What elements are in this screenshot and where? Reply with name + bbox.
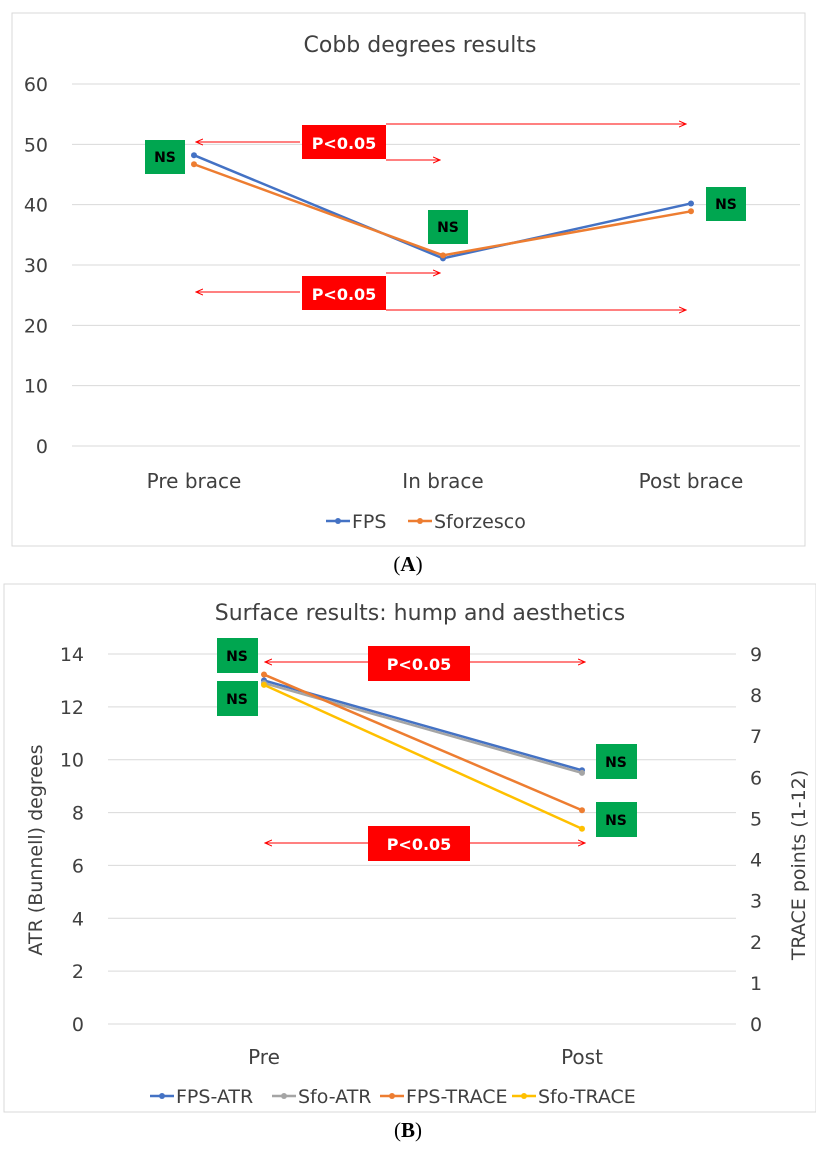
chart-b-y-tick-label: 12 xyxy=(60,697,84,719)
chart-a-y-tick-label: 40 xyxy=(24,195,48,217)
chart-b-y2-tick-label: 6 xyxy=(750,767,762,789)
svg-text:NS: NS xyxy=(605,755,627,771)
chart-a-point-sforzesco xyxy=(191,161,197,168)
chart-b-point-sfo-trace xyxy=(579,825,585,832)
chart-a-legend-label: Sforzesco xyxy=(434,511,526,533)
chart-b-legend-marker xyxy=(281,1093,287,1099)
chart-a-point-fps xyxy=(688,200,694,207)
chart-b-series-line-fps-trace xyxy=(263,673,583,812)
chart-b-y2-tick-label: 3 xyxy=(750,891,762,913)
chart-b-y-tick-label: 4 xyxy=(72,908,84,930)
chart-b-significance-arrows xyxy=(265,662,585,843)
svg-text:NS: NS xyxy=(226,692,248,708)
chart-b-point-fps-trace xyxy=(261,671,267,678)
svg-text:NS: NS xyxy=(437,220,459,236)
chart-a-frame xyxy=(11,12,806,547)
chart-b-point-fps-trace xyxy=(579,807,585,814)
chart-b-y-tick-label: 8 xyxy=(72,803,84,825)
chart-a-legend-label: FPS xyxy=(352,511,386,533)
chart-b-y2-axis-label: TRACE points (1-12) xyxy=(788,770,810,961)
chart-b-y-axis-label: ATR (Bunnell) degrees xyxy=(25,744,47,955)
chart-a-ns-label-in: NS xyxy=(428,210,468,244)
chart-b-y-tick-label: 14 xyxy=(60,644,84,666)
chart-b-y2-tick-label: 4 xyxy=(750,850,762,872)
chart-b-y2-tick-label: 9 xyxy=(750,644,762,666)
chart-a-y-tick-label: 0 xyxy=(36,436,48,458)
chart-a-ns-label-pre: NS xyxy=(145,140,185,174)
chart-a-x-tick-label: Post brace xyxy=(639,469,744,493)
chart-b-point-sfo-trace xyxy=(261,681,267,688)
chart-b-legend-marker xyxy=(389,1093,395,1099)
chart-a-x-tick-label: Pre brace xyxy=(147,469,242,493)
chart-a-point-sforzesco xyxy=(688,208,694,215)
chart-a-y-tick-label: 50 xyxy=(24,134,48,156)
chart-b-title: Surface results: hump and aesthetics xyxy=(215,601,625,626)
chart-b-y-tick-label: 0 xyxy=(72,1014,84,1036)
chart-b-y-tick-label: 2 xyxy=(72,961,84,983)
chart-a-y-tick-label: 10 xyxy=(24,376,48,398)
caption-a: (A) xyxy=(393,552,423,576)
svg-text:P<0.05: P<0.05 xyxy=(312,285,377,304)
chart-b-y-tick-label: 6 xyxy=(72,855,84,877)
chart-a-significance-arrows-bottom xyxy=(196,273,686,310)
chart-b-ns-label-post-bottom: NS xyxy=(596,802,637,837)
chart-b-y-tick-label: 10 xyxy=(60,750,84,772)
chart-a-x-tick-label: In brace xyxy=(402,469,483,493)
chart-b-pvalue-label-bottom: P<0.05 xyxy=(368,826,470,861)
chart-b-point-sfo-atr xyxy=(579,769,585,776)
chart-b-pvalue-label-top: P<0.05 xyxy=(368,646,470,681)
chart-a-legend-marker xyxy=(417,518,423,524)
chart-a-ns-label-post: NS xyxy=(706,187,746,221)
chart-b-series-line-fps-atr xyxy=(263,679,583,772)
chart-b-legend-marker xyxy=(159,1093,165,1099)
chart-b-legend-label: FPS-ATR xyxy=(176,1086,253,1108)
chart-b-ns-label-pre-bottom: NS xyxy=(217,681,258,716)
chart-b-legend-label: Sfo-TRACE xyxy=(538,1086,636,1108)
svg-text:NS: NS xyxy=(605,813,627,829)
chart-a-legend-marker xyxy=(335,518,341,524)
chart-b-y2-tick-label: 8 xyxy=(750,685,762,707)
chart-a-point-fps xyxy=(191,152,197,159)
chart-a-pvalue-label-top: P<0.05 xyxy=(302,125,386,159)
chart-a-pvalue-label-bottom: P<0.05 xyxy=(302,276,386,310)
chart-a-point-sforzesco xyxy=(440,252,446,259)
chart-a-y-tick-label: 30 xyxy=(24,255,48,277)
chart-b-y2-tick-label: 2 xyxy=(750,932,762,954)
chart-a-legend: FPS Sforzesco xyxy=(326,511,526,533)
chart-a-y-tick-label: 60 xyxy=(24,74,48,96)
chart-b-y2-tick-label: 7 xyxy=(750,726,762,748)
chart-b-legend-label: Sfo-ATR xyxy=(298,1086,372,1108)
chart-b-y2-tick-label: 5 xyxy=(750,808,762,830)
svg-text:P<0.05: P<0.05 xyxy=(312,134,377,153)
chart-b-ns-label-post-top: NS xyxy=(596,744,637,779)
chart-b-y2-tick-label: 0 xyxy=(750,1014,762,1036)
chart-b-y2-tick-label: 1 xyxy=(750,973,762,995)
chart-b-legend-label: FPS-TRACE xyxy=(406,1086,508,1108)
chart-b-legend-marker xyxy=(521,1093,527,1099)
chart-a-significance-arrows-top xyxy=(196,124,686,160)
svg-text:NS: NS xyxy=(154,150,176,166)
chart-b-series-line-sfo-trace xyxy=(263,683,583,830)
chart-b-ns-label-pre-top: NS xyxy=(217,638,258,673)
chart-b-x-tick-label: Pre xyxy=(248,1045,280,1069)
chart-b-x-tick-label: Post xyxy=(561,1045,603,1069)
chart-b-legend: FPS-ATR Sfo-ATR FPS-TRACE Sfo-TRACE xyxy=(150,1086,636,1108)
svg-text:NS: NS xyxy=(226,649,248,665)
chart-a-y-tick-label: 20 xyxy=(24,315,48,337)
svg-text:P<0.05: P<0.05 xyxy=(387,655,452,674)
chart-a-title: Cobb degrees results xyxy=(304,33,537,58)
caption-b: (B) xyxy=(393,1118,422,1142)
svg-text:NS: NS xyxy=(715,197,737,213)
svg-text:P<0.05: P<0.05 xyxy=(387,835,452,854)
